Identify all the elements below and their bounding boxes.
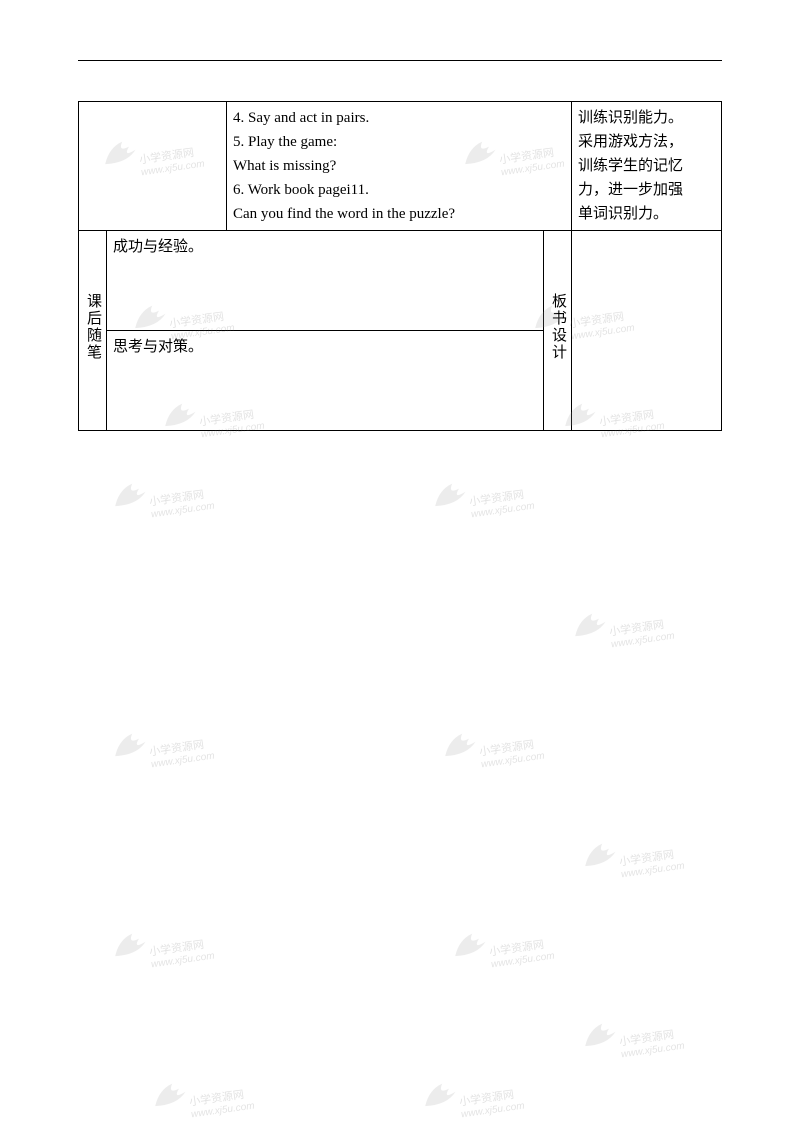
note-line: 单词识别力。 [578, 202, 715, 226]
note-line: 采用游戏方法， [578, 130, 715, 154]
reflection-strategy-cell: 思考与对策。 [107, 331, 544, 431]
watermark: 小学资源网www.xj5u.com [110, 730, 230, 766]
board-design-label: 板书设计 [546, 293, 570, 361]
note-line: 训练学生的记忆 [578, 154, 715, 178]
leaf-icon [148, 1077, 192, 1115]
board-design-cell [572, 231, 722, 431]
reflection-strategy-text: 思考与对策。 [113, 339, 203, 355]
watermark-text: 小学资源网www.xj5u.com [619, 848, 686, 881]
watermark-text: 小学资源网www.xj5u.com [149, 738, 216, 771]
note-line: 力，进一步加强 [578, 178, 715, 202]
leaf-icon [438, 727, 482, 765]
table-row: 课后随笔 成功与经验。 板书设计 [79, 231, 722, 331]
watermark-text: 小学资源网www.xj5u.com [189, 1088, 256, 1121]
post-lesson-notes-label: 课后随笔 [81, 293, 105, 361]
watermark: 小学资源网www.xj5u.com [580, 840, 700, 876]
content-line: 5. Play the game: [233, 130, 565, 154]
watermark: 小学资源网www.xj5u.com [580, 1020, 700, 1056]
watermark-text: 小学资源网www.xj5u.com [489, 938, 556, 971]
content-line: Can you find the word in the puzzle? [233, 202, 565, 226]
watermark-text: 小学资源网www.xj5u.com [149, 488, 216, 521]
success-experience-cell: 成功与经验。 [107, 231, 544, 331]
watermark: 小学资源网www.xj5u.com [450, 930, 570, 966]
watermark-text: 小学资源网www.xj5u.com [149, 938, 216, 971]
watermark: 小学资源网www.xj5u.com [420, 1080, 540, 1116]
watermark-text: 小学资源网www.xj5u.com [619, 1028, 686, 1061]
post-lesson-notes-label-cell: 课后随笔 [79, 231, 107, 431]
empty-cell [79, 102, 227, 231]
watermark: 小学资源网www.xj5u.com [110, 480, 230, 516]
table-row: 4. Say and act in pairs. 5. Play the gam… [79, 102, 722, 231]
leaf-icon [568, 607, 612, 645]
watermark-text: 小学资源网www.xj5u.com [609, 618, 676, 651]
activity-content-cell: 4. Say and act in pairs. 5. Play the gam… [227, 102, 572, 231]
notes-cell: 训练识别能力。 采用游戏方法， 训练学生的记忆 力，进一步加强 单词识别力。 [572, 102, 722, 231]
content-line: 4. Say and act in pairs. [233, 106, 565, 130]
leaf-icon [108, 927, 152, 965]
leaf-icon [578, 1017, 622, 1055]
success-experience-text: 成功与经验。 [113, 239, 203, 255]
watermark: 小学资源网www.xj5u.com [430, 480, 550, 516]
watermark-text: 小学资源网www.xj5u.com [479, 738, 546, 771]
watermark-text: 小学资源网www.xj5u.com [459, 1088, 526, 1121]
watermark: 小学资源网www.xj5u.com [150, 1080, 270, 1116]
leaf-icon [418, 1077, 462, 1115]
content-line: What is missing? [233, 154, 565, 178]
content-line: 6. Work book pagei11. [233, 178, 565, 202]
leaf-icon [108, 477, 152, 515]
leaf-icon [448, 927, 492, 965]
top-horizontal-rule [78, 60, 722, 61]
watermark: 小学资源网www.xj5u.com [440, 730, 560, 766]
leaf-icon [428, 477, 472, 515]
watermark: 小学资源网www.xj5u.com [110, 930, 230, 966]
watermark-text: 小学资源网www.xj5u.com [469, 488, 536, 521]
leaf-icon [578, 837, 622, 875]
page: 4. Say and act in pairs. 5. Play the gam… [0, 0, 800, 1132]
lesson-plan-table: 4. Say and act in pairs. 5. Play the gam… [78, 101, 722, 431]
board-design-label-cell: 板书设计 [544, 231, 572, 431]
note-line: 训练识别能力。 [578, 106, 715, 130]
watermark: 小学资源网www.xj5u.com [570, 610, 690, 646]
leaf-icon [108, 727, 152, 765]
